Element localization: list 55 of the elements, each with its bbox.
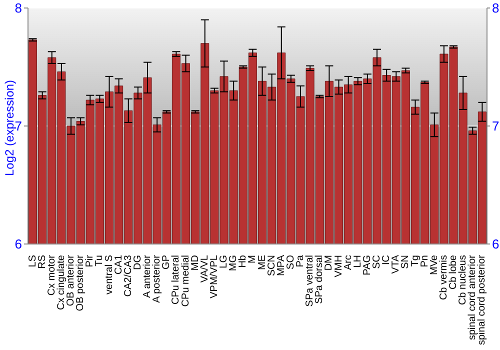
x-tick-label: SPa ventral: [304, 255, 316, 307]
x-tick-label: A posterior: [152, 254, 163, 303]
x-tick-label: RS: [36, 254, 48, 269]
x-tick-label: MG: [228, 254, 240, 272]
x-tick-label: spinal cord posterior: [476, 254, 488, 346]
x-tick-label: MD: [190, 255, 201, 271]
x-tick-label: Cb nucleus: [458, 255, 469, 306]
x-tick-label: SO: [285, 254, 296, 270]
x-tick-label: VA/VL: [199, 254, 210, 283]
y2-tick-label: 7: [492, 118, 500, 134]
y-tick-label: 8: [14, 0, 22, 16]
x-tick-label: VMH: [333, 255, 344, 278]
x-tick-label: Pir: [84, 254, 96, 268]
x-tick-label: VTA: [390, 254, 402, 274]
x-tick-label: LS: [27, 254, 38, 268]
x-tick-label: MPA: [276, 254, 287, 276]
x-tick-label: PAG: [362, 254, 373, 276]
x-tick-label: CA1: [113, 254, 124, 274]
x-tick-label: ME: [256, 254, 268, 270]
x-tick-label: Cb lobe: [448, 254, 460, 290]
x-tick-label: SPa dorsal: [314, 255, 326, 304]
x-tick-label: CPu lateral: [170, 255, 182, 304]
x-tick-label: MVe: [428, 254, 440, 276]
x-tick-label: SC: [372, 255, 383, 269]
x-tick-label: Cx cingulate: [56, 254, 67, 310]
x-tick-label: DM: [324, 255, 335, 271]
x-tick-label: M: [247, 255, 258, 264]
x-tick-label: Tu: [94, 255, 106, 266]
x-tick-label: spinal cord anterior: [467, 254, 478, 340]
x-tick-label: Arc: [342, 255, 354, 270]
x-tick-label: SCN: [266, 255, 278, 276]
y-axis-title: Log2 (expression): [2, 80, 16, 176]
y-tick-label: 7: [14, 118, 22, 134]
x-tick-label: Tg: [410, 255, 421, 267]
x-tick-label: DG: [132, 254, 144, 270]
x-tick-label: Pn: [419, 255, 430, 268]
x-tick-label: CA2/CA3: [122, 254, 134, 297]
x-tick-label: VPM/VPL: [208, 254, 220, 298]
x-tick-label: Cb vermis: [438, 255, 450, 300]
x-tick-label: Cx motor: [46, 254, 58, 296]
x-tick-label: IC: [381, 255, 392, 265]
x-tick-label: ventral S: [104, 254, 115, 294]
x-tick-label: LG: [218, 254, 230, 268]
x-tick-label: A anterior: [142, 254, 154, 298]
x-tick-label: Pa: [295, 254, 306, 268]
x-tick-label: GP: [161, 254, 172, 270]
y2-tick-label: 6: [492, 236, 500, 252]
x-tick-label: LH: [352, 255, 364, 268]
x-tick-label: Hb: [238, 254, 249, 268]
x-tick-label: OB posterior: [75, 254, 86, 312]
x-tick-label: OB anterior: [66, 254, 77, 306]
y-tick-label: 6: [14, 236, 22, 252]
y2-tick-label: 8: [492, 0, 500, 16]
x-tick-label: SN: [400, 255, 412, 269]
x-tick-label: CPu medial: [180, 255, 192, 307]
